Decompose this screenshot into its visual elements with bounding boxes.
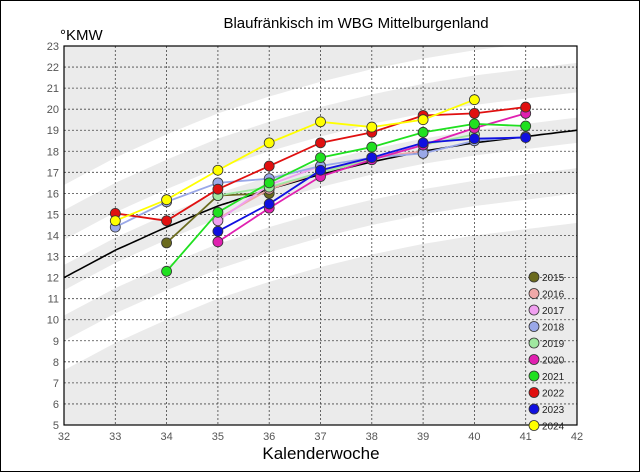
series-2021 [161, 118, 532, 277]
series-2024 [109, 94, 480, 227]
x-tick-label: 42 [571, 431, 583, 443]
legend-marker-2021 [528, 370, 540, 382]
data-point-2023 [212, 225, 224, 237]
data-point-2024 [109, 215, 121, 227]
y-tick-label: 17 [47, 167, 59, 179]
legend-label-2018: 2018 [542, 323, 565, 334]
y-tick-label: 20 [47, 104, 59, 116]
y-tick-label: 22 [47, 62, 59, 74]
data-point-2023 [315, 164, 326, 176]
data-point-2023 [468, 133, 480, 145]
data-point-2024 [263, 137, 275, 149]
y-tick-label: 10 [47, 315, 59, 327]
y-axis-label: °KMW [60, 27, 103, 44]
x-tick-label: 33 [109, 431, 121, 443]
data-point-2021 [212, 206, 224, 218]
data-point-2022 [520, 101, 532, 113]
y-tick-label: 14 [47, 231, 59, 243]
legend: 2015 2016 2017 2018 2019 2020 2021 2022 2023 2024 [528, 271, 565, 433]
series-2023 [212, 132, 532, 237]
x-tick-label: 40 [468, 431, 480, 443]
series-line-2021 [165, 123, 526, 272]
data-point-2021 [520, 120, 532, 132]
data-point-2024 [468, 94, 480, 106]
x-tick-label: 32 [58, 431, 70, 443]
y-tick-label: 15 [47, 209, 59, 221]
legend-marker-2022 [528, 387, 540, 398]
legend-label-2023: 2023 [542, 405, 565, 416]
y-tick-label: 8 [53, 357, 59, 369]
data-point-2022 [468, 107, 480, 119]
data-point-2024 [161, 194, 173, 206]
data-point-2021 [263, 177, 275, 189]
legend-label-2024: 2024 [542, 422, 565, 433]
data-point-2024 [315, 116, 326, 128]
data-point-2022 [212, 183, 224, 195]
legend-marker-2019 [528, 337, 540, 349]
grid [64, 46, 577, 425]
y-tick-label: 7 [53, 378, 59, 390]
legend-label-2017: 2017 [542, 306, 565, 317]
chart-title: Blaufränkisch im WBG Mittelburgenland [223, 15, 488, 32]
x-tick-label: 38 [366, 431, 378, 443]
series-line-2024 [114, 98, 475, 222]
data-point-2021 [468, 118, 480, 130]
y-tick-label: 16 [47, 188, 59, 200]
legend-label-2021: 2021 [542, 372, 565, 383]
x-tick-label: 34 [160, 431, 172, 443]
x-tick-label: 41 [520, 431, 532, 443]
data-point-2022 [315, 137, 326, 149]
data-point-2021 [315, 152, 326, 163]
y-tick-label: 5 [53, 420, 59, 432]
y-tick-label: 19 [47, 125, 59, 137]
data-point-2021 [366, 141, 378, 153]
white-band-lower-1 [64, 142, 577, 316]
y-tick-label: 23 [47, 41, 59, 53]
data-point-2023 [366, 152, 378, 163]
legend-marker-2023 [528, 403, 540, 415]
data-point-2021 [417, 126, 429, 138]
data-point-2022 [161, 215, 173, 227]
legend-marker-2020 [528, 354, 540, 365]
legend-marker-2016 [528, 288, 540, 299]
legend-label-2015: 2015 [542, 273, 565, 284]
plot-border [63, 45, 578, 426]
y-tick-label: 6 [53, 399, 59, 411]
y-tick-label: 9 [53, 336, 59, 348]
x-tick-label: 35 [212, 431, 224, 443]
data-point-2021 [161, 265, 173, 277]
legend-marker-2015 [528, 271, 540, 283]
x-tick-label: 39 [417, 431, 429, 443]
white-band-lower-2 [64, 193, 577, 371]
legend-label-2022: 2022 [542, 389, 565, 400]
data-point-2023 [417, 137, 429, 149]
data-point-2022 [263, 160, 275, 172]
data-point-2024 [366, 121, 378, 133]
x-tick-label: 37 [314, 431, 326, 443]
x-tick-label: 36 [263, 431, 275, 443]
data-point-2015 [161, 237, 173, 249]
y-tick-label: 21 [47, 83, 59, 95]
data-point-2023 [520, 132, 532, 143]
data-point-2020 [212, 236, 224, 248]
y-tick-label: 11 [48, 294, 59, 306]
legend-marker-2018 [528, 321, 540, 332]
data-point-2024 [417, 114, 429, 126]
legend-label-2020: 2020 [542, 356, 565, 367]
legend-marker-2017 [528, 304, 540, 316]
legend-marker-2024 [528, 420, 540, 431]
y-tick-label: 18 [47, 146, 59, 158]
legend-label-2019: 2019 [542, 339, 565, 350]
data-point-2023 [263, 198, 275, 210]
legend-label-2016: 2016 [542, 290, 565, 301]
data-point-2024 [212, 164, 224, 176]
x-axis-label: Kalenderwoche [262, 444, 379, 463]
y-tick-label: 13 [47, 252, 59, 264]
y-tick-label: 12 [47, 273, 59, 285]
